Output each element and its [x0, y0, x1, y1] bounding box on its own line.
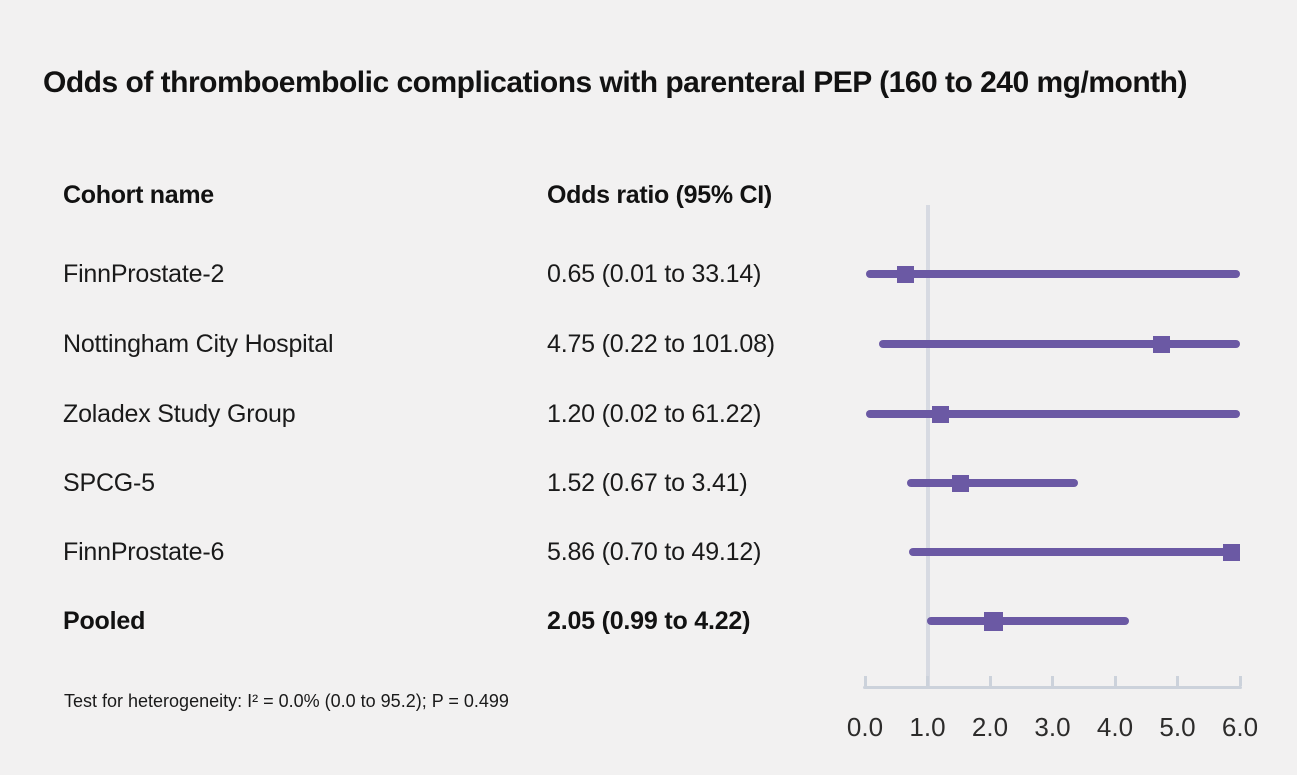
ci-line: [866, 410, 1240, 418]
ci-line: [908, 548, 1240, 556]
ci-line: [878, 340, 1240, 348]
odds-ratio-value: 5.86 (0.70 to 49.12): [547, 538, 762, 566]
x-axis-tick-label: 2.0: [971, 712, 1009, 742]
ci-line: [865, 270, 1240, 278]
x-axis-tick-label: 1.0: [909, 712, 946, 742]
column-header-cohort: Cohort name: [63, 181, 214, 209]
x-axis-tick: [1238, 676, 1242, 686]
or-marker: [931, 405, 949, 423]
cohort-name-pooled: Pooled: [63, 607, 146, 635]
or-marker: [1153, 335, 1171, 353]
cohort-name: Zoladex Study Group: [63, 400, 296, 428]
odds-ratio-value-pooled: 2.05 (0.99 to 4.22): [547, 607, 751, 635]
reference-line: [925, 205, 930, 686]
odds-ratio-value: 1.52 (0.67 to 3.41): [547, 469, 748, 497]
x-axis-tick: [988, 676, 992, 686]
odds-ratio-value: 0.65 (0.01 to 33.14): [547, 260, 762, 288]
odds-ratio-value: 4.75 (0.22 to 101.08): [547, 330, 775, 358]
x-axis-tick: [1176, 676, 1179, 686]
x-axis-tick-label: 0.0: [846, 712, 884, 742]
cohort-name: SPCG-5: [63, 469, 155, 497]
figure-title: Odds of thromboembolic complications wit…: [43, 66, 1187, 99]
odds-ratio-value: 1.20 (0.02 to 61.22): [547, 400, 762, 428]
heterogeneity-footnote: Test for heterogeneity: I² = 0.0% (0.0 t…: [64, 691, 509, 711]
ci-line: [906, 479, 1079, 487]
cohort-name: FinnProstate-2: [63, 260, 225, 288]
x-axis-tick-label: 3.0: [1034, 712, 1071, 742]
x-axis-tick: [1051, 676, 1054, 686]
x-axis-line: [863, 686, 1242, 689]
x-axis-tick-label: 4.0: [1096, 712, 1134, 742]
x-axis-tick-label: 6.0: [1221, 712, 1259, 742]
cohort-name: Nottingham City Hospital: [63, 330, 334, 358]
cohort-name: FinnProstate-6: [63, 538, 225, 566]
x-axis-tick: [926, 676, 929, 686]
or-marker-pooled: [983, 611, 1003, 631]
ci-line: [926, 617, 1129, 625]
or-marker: [951, 474, 969, 492]
or-marker: [897, 265, 915, 283]
x-axis-tick-label: 5.0: [1159, 712, 1196, 742]
column-header-odds-ratio: Odds ratio (95% CI): [547, 181, 772, 209]
or-marker: [1222, 543, 1240, 561]
x-axis-tick: [863, 676, 867, 686]
x-axis-tick: [1113, 676, 1117, 686]
